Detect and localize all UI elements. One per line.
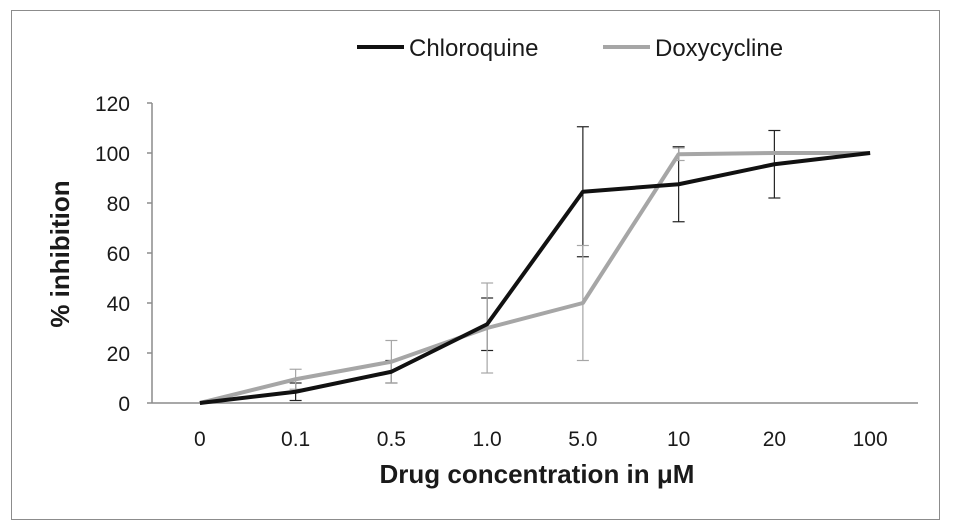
legend-label-doxycycline: Doxycycline xyxy=(655,35,783,62)
x-tick-label: 1.0 xyxy=(473,428,502,451)
y-tick-label: 0 xyxy=(118,393,130,416)
series-lines xyxy=(199,151,871,405)
y-tick-labels: 0 20 40 60 80 100 120 xyxy=(95,93,130,416)
series-line-chloroquine xyxy=(199,151,871,405)
y-axis-title: % inhibition xyxy=(45,180,75,327)
y-tick-label: 120 xyxy=(95,93,130,116)
x-tick-label: 10 xyxy=(667,428,690,451)
axes xyxy=(147,102,918,404)
x-tick-label: 0.1 xyxy=(281,428,310,451)
y-tick-label: 40 xyxy=(107,293,130,316)
error-bars xyxy=(289,126,781,402)
series-line-doxycycline xyxy=(199,151,871,405)
legend-label-chloroquine: Chloroquine xyxy=(409,35,538,62)
x-axis-title: Drug concentration in μM xyxy=(380,459,695,489)
chart-frame xyxy=(11,10,940,520)
legend: Chloroquine Doxycycline xyxy=(357,35,783,62)
x-tick-label: 0.5 xyxy=(377,428,406,451)
y-tick-label: 60 xyxy=(107,243,130,266)
y-tick-label: 100 xyxy=(95,143,130,166)
x-tick-label: 0 xyxy=(194,428,206,451)
y-tick-label: 80 xyxy=(107,193,130,216)
x-tick-labels: 0 0.1 0.5 1.0 5.0 10 20 100 xyxy=(194,428,888,451)
x-tick-label: 5.0 xyxy=(568,428,597,451)
x-tick-label: 100 xyxy=(853,428,888,451)
x-tick-label: 20 xyxy=(763,428,786,451)
y-tick-label: 20 xyxy=(107,343,130,366)
